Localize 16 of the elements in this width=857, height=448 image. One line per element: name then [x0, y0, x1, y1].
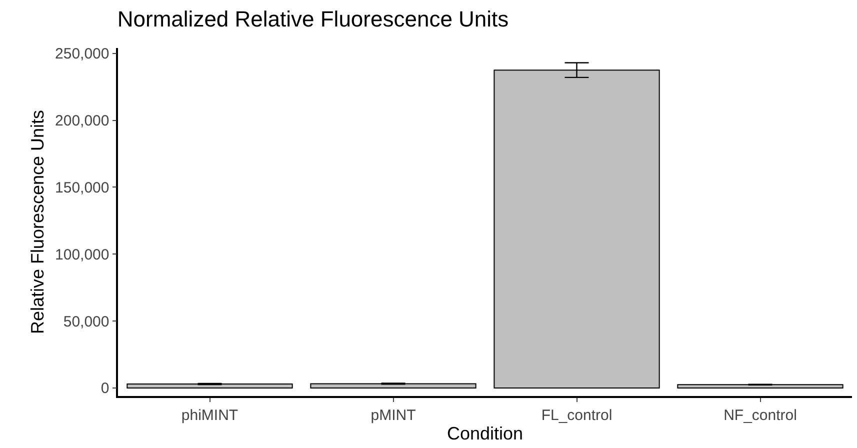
- y-tick-label: 100,000: [55, 246, 110, 264]
- chart-title: Normalized Relative Fluorescence Units: [117, 6, 509, 32]
- bar: [126, 383, 293, 388]
- y-tick-label: 250,000: [55, 46, 110, 63]
- x-tick-label: NF_control: [724, 406, 797, 424]
- bar: [310, 383, 476, 388]
- y-axis-title: Relative Fluorescence Units: [28, 110, 48, 334]
- y-tick-label: 0: [100, 380, 110, 398]
- x-tick-label: phiMINT: [181, 406, 238, 424]
- x-tick-label: pMINT: [370, 406, 416, 424]
- bar: [677, 384, 844, 388]
- x-axis-title: Condition: [446, 423, 524, 444]
- y-tick-label: 50,000: [63, 313, 110, 330]
- y-tick-label: 150,000: [55, 179, 110, 196]
- x-tick-label: FL_control: [541, 406, 612, 424]
- y-tick-label: 200,000: [55, 112, 110, 130]
